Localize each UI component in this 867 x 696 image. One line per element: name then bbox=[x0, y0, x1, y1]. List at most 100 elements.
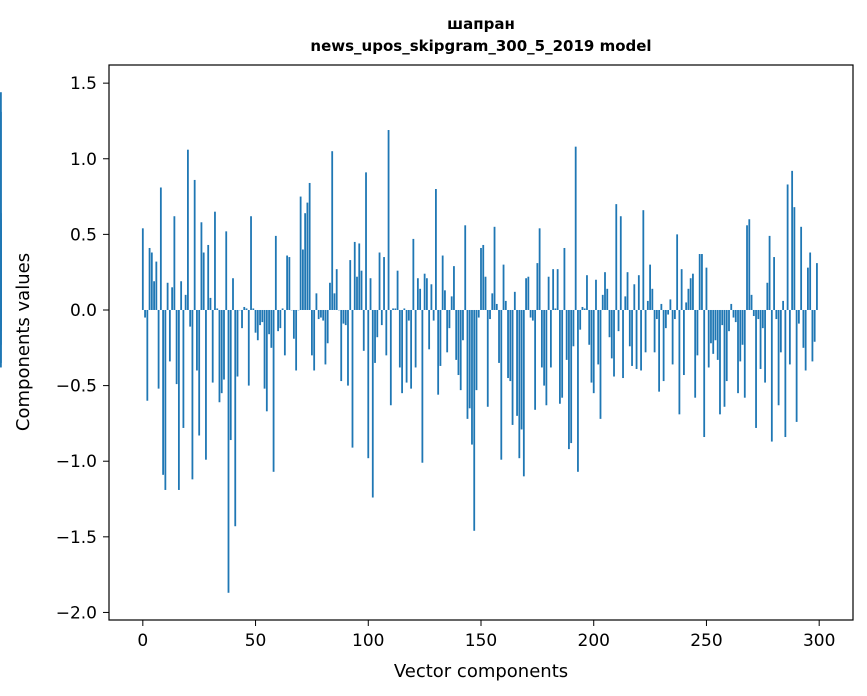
bar bbox=[561, 309, 564, 398]
bar bbox=[403, 308, 406, 310]
bar bbox=[421, 309, 424, 463]
bar bbox=[673, 309, 676, 320]
bar bbox=[633, 284, 636, 310]
bar bbox=[502, 264, 505, 310]
bar bbox=[274, 235, 277, 310]
bar bbox=[795, 309, 798, 422]
bar bbox=[0, 92, 2, 310]
bar bbox=[428, 309, 431, 350]
bar bbox=[707, 309, 710, 368]
bar bbox=[416, 278, 419, 310]
bar bbox=[353, 241, 356, 310]
bar bbox=[689, 278, 692, 310]
y-axis-ticks: 1.5 1.0 0.5 0.0 −0.5 −1.0 −1.5 −2.0 bbox=[56, 74, 109, 623]
bar bbox=[737, 309, 739, 394]
bar bbox=[543, 309, 546, 386]
bar bbox=[572, 309, 575, 347]
bar bbox=[430, 284, 433, 310]
bar bbox=[635, 309, 638, 369]
bar bbox=[658, 309, 661, 392]
bar bbox=[365, 172, 367, 310]
bar bbox=[311, 309, 313, 356]
bar bbox=[229, 309, 232, 441]
bar bbox=[153, 281, 155, 310]
bar bbox=[292, 309, 295, 339]
bar bbox=[522, 309, 525, 477]
bar bbox=[459, 309, 462, 391]
bar bbox=[608, 309, 611, 338]
bar bbox=[324, 309, 327, 365]
bar bbox=[710, 309, 712, 344]
bar bbox=[642, 210, 645, 310]
y-tick-label: 0.5 bbox=[70, 225, 97, 245]
bar-series bbox=[0, 92, 818, 593]
bar bbox=[716, 309, 719, 360]
bar bbox=[175, 309, 178, 385]
bar bbox=[773, 257, 775, 310]
bar bbox=[766, 282, 769, 310]
bar bbox=[475, 309, 478, 391]
y-tick-label: 0.0 bbox=[70, 301, 97, 321]
x-tick-label: 300 bbox=[803, 631, 835, 651]
bar bbox=[450, 296, 453, 310]
bar bbox=[644, 309, 647, 353]
bar bbox=[315, 293, 318, 310]
bar bbox=[568, 309, 570, 450]
bar bbox=[398, 309, 401, 368]
bar bbox=[223, 309, 225, 380]
bar bbox=[570, 309, 573, 444]
bar bbox=[419, 288, 422, 310]
bar bbox=[701, 254, 703, 310]
bar bbox=[150, 252, 153, 310]
bar bbox=[565, 309, 568, 360]
bar bbox=[687, 288, 690, 310]
bar bbox=[299, 196, 302, 310]
bar bbox=[371, 309, 374, 498]
bar bbox=[694, 309, 697, 398]
bar bbox=[263, 309, 266, 389]
bar bbox=[493, 226, 496, 310]
bar bbox=[362, 309, 365, 351]
bar bbox=[168, 309, 171, 362]
bar bbox=[610, 309, 613, 359]
chart-title-line-2: news_upos_skipgram_300_5_2019 model bbox=[310, 37, 651, 55]
bar bbox=[173, 216, 176, 310]
bar bbox=[444, 290, 446, 310]
bar bbox=[392, 308, 394, 310]
bar bbox=[396, 270, 399, 310]
bar bbox=[649, 264, 651, 310]
bar bbox=[507, 309, 509, 379]
bar bbox=[498, 309, 500, 363]
bar bbox=[536, 263, 539, 310]
bar bbox=[376, 309, 379, 338]
x-axis-ticks: 0 50 100 150 200 250 300 bbox=[137, 620, 835, 651]
bar bbox=[793, 207, 796, 310]
bar bbox=[525, 278, 527, 310]
bar bbox=[619, 216, 622, 310]
bar bbox=[453, 266, 455, 310]
bar bbox=[272, 309, 275, 472]
bar bbox=[730, 303, 733, 310]
bar bbox=[414, 309, 417, 368]
bar bbox=[813, 309, 816, 342]
bar bbox=[698, 254, 701, 310]
bar bbox=[383, 257, 385, 310]
bar bbox=[768, 235, 771, 310]
bar bbox=[500, 309, 503, 460]
bar bbox=[685, 302, 688, 310]
bar bbox=[761, 309, 764, 329]
bar bbox=[218, 309, 221, 403]
bar bbox=[189, 309, 192, 327]
bar bbox=[157, 309, 160, 389]
bar bbox=[540, 309, 543, 368]
bar bbox=[531, 309, 534, 321]
bar bbox=[777, 309, 780, 406]
bar bbox=[236, 309, 239, 377]
bar bbox=[435, 189, 437, 310]
bar bbox=[491, 293, 494, 310]
bar bbox=[664, 309, 667, 329]
bar bbox=[752, 309, 755, 317]
bar bbox=[667, 309, 670, 315]
bar bbox=[209, 297, 212, 310]
bar bbox=[220, 309, 223, 394]
